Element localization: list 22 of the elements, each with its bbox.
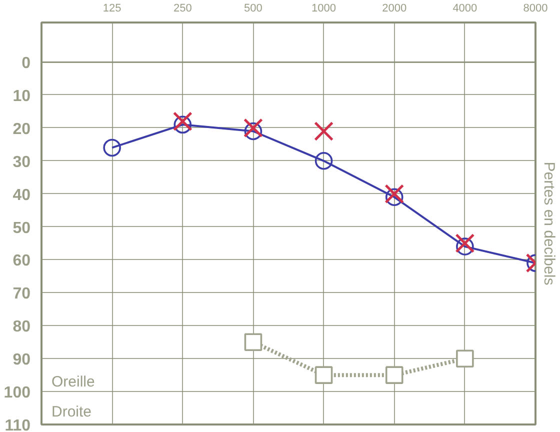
y-tick-label: 40 — [12, 186, 31, 204]
x-tick-label: 8000 — [523, 2, 548, 14]
y-tick-label: 70 — [12, 286, 31, 303]
y-tick-label: 110 — [4, 418, 31, 432]
y-tick-label: 20 — [12, 120, 31, 138]
y-tick-label: 80 — [12, 318, 31, 336]
y-tick-label: 0 — [22, 55, 31, 72]
y-tick-label: 50 — [12, 220, 31, 237]
y-axis-title: Pertes en decibels — [540, 162, 558, 286]
x-tick-label: 500 — [244, 2, 262, 14]
y-tick-label: 90 — [12, 352, 31, 369]
y-tick-label: 60 — [12, 252, 31, 270]
x-tick-label: 125 — [102, 2, 122, 14]
annotation: Oreille — [52, 374, 95, 390]
x-tick-label: 2000 — [382, 2, 407, 14]
y-tick-label: 100 — [4, 384, 31, 402]
annotation: Droite — [52, 404, 92, 420]
y-tick-label: 10 — [12, 88, 31, 105]
y-tick-label: 30 — [12, 154, 31, 171]
x-tick-label: 250 — [173, 2, 192, 14]
x-tick-label: 4000 — [452, 2, 478, 14]
x-tick-label: 1000 — [312, 2, 336, 14]
